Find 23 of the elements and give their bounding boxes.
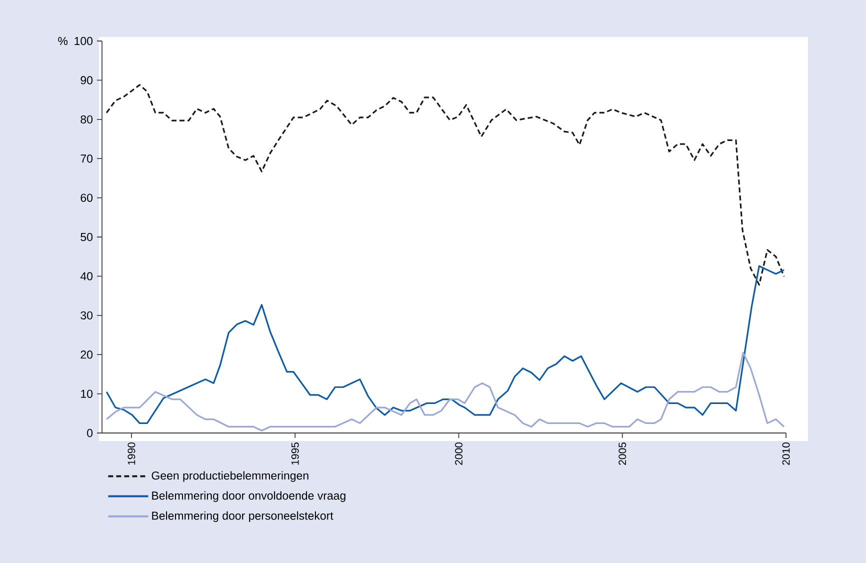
x-tick-label: 1995 (291, 442, 299, 465)
y-tick-label: 90 (80, 76, 93, 84)
y-axis-title: % (58, 36, 68, 46)
y-tick-label: 10 (81, 390, 93, 398)
y-tick-label: 100 (74, 36, 93, 46)
legend-label: Belemmering door onvoldoende vraag (152, 491, 346, 502)
x-tick-label: 2005 (618, 442, 626, 465)
y-tick-label: 30 (80, 311, 93, 320)
x-tick-label: 2010 (782, 442, 790, 465)
line-series (106, 84, 785, 286)
y-tick-label: 40 (80, 272, 93, 280)
x-tick-label: 2000 (455, 442, 462, 465)
y-tick-label: 20 (80, 350, 93, 359)
y-tick-label: 60 (80, 194, 93, 202)
x-tick-label: 1990 (128, 442, 136, 465)
y-tick-label: 50 (80, 232, 93, 242)
y-tick-label: 80 (80, 115, 93, 124)
legend-label: Geen productiebelemmeringen (152, 471, 308, 482)
legend-label: Belemmering door personeelstekort (152, 511, 334, 522)
y-tick-label: 70 (80, 154, 93, 163)
y-tick-label: 0 (87, 428, 93, 438)
line-series (106, 352, 785, 432)
line-series (106, 265, 785, 424)
